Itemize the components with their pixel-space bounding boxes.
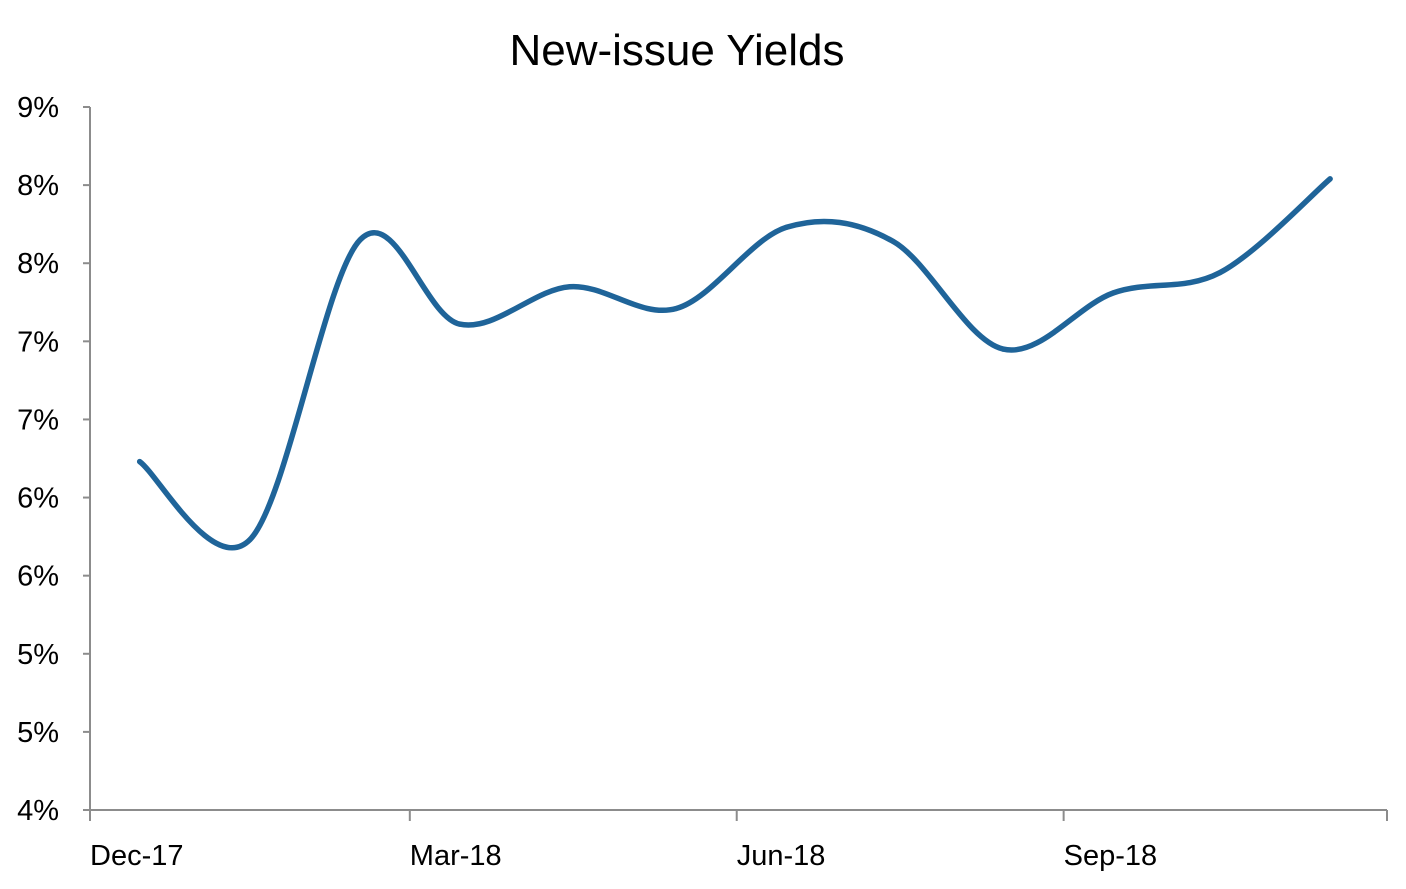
x-tick-label: Jun-18 xyxy=(737,840,826,872)
y-axis: 4% 5% 5% 6% 6% 7% 7% 8% 8% 9% xyxy=(17,92,91,827)
y-tick-label: 8% xyxy=(17,170,59,202)
series-line xyxy=(136,176,1333,551)
data-point xyxy=(567,284,573,290)
data-point xyxy=(457,321,463,327)
x-tick-label: Mar-18 xyxy=(410,840,502,872)
x-tick-label: Dec-17 xyxy=(90,840,184,872)
data-point xyxy=(890,238,896,244)
series-group xyxy=(136,176,1333,551)
data-point xyxy=(137,459,143,465)
y-tick-label: 6% xyxy=(17,561,59,593)
y-tick-label: 5% xyxy=(17,639,59,671)
data-point xyxy=(1327,176,1333,182)
y-tick-label: 7% xyxy=(17,326,59,358)
data-point xyxy=(357,237,363,243)
y-tick-label: 5% xyxy=(17,717,59,749)
data-point xyxy=(1217,270,1223,276)
chart-title: New-issue Yields xyxy=(509,26,844,75)
y-tick-label: 4% xyxy=(17,795,59,827)
data-point xyxy=(673,305,679,312)
x-axis: Dec-17 Mar-18 Jun-18 Sep-18 xyxy=(89,809,1388,872)
y-tick-label: 6% xyxy=(17,483,59,515)
data-point xyxy=(783,224,790,230)
y-tick-label: 7% xyxy=(17,404,59,436)
data-point xyxy=(1110,290,1116,296)
y-tick-label: 9% xyxy=(17,92,59,124)
y-tick-label: 8% xyxy=(17,248,59,280)
data-point xyxy=(1000,346,1006,352)
x-tick-label: Sep-18 xyxy=(1064,840,1158,872)
data-point xyxy=(247,537,253,543)
